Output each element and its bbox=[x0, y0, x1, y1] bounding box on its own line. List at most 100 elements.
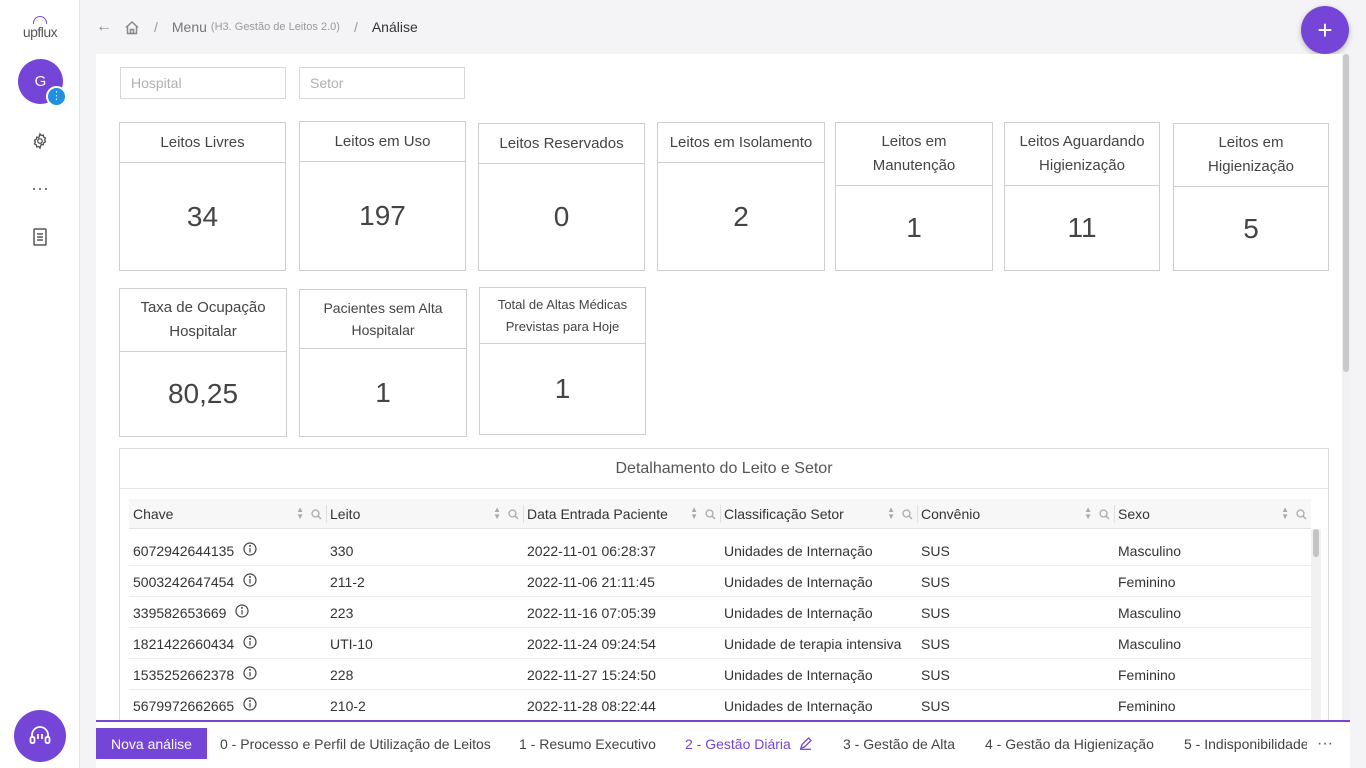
cell-classificacao-value: Unidades de Internação bbox=[724, 604, 873, 621]
tab-gestao-higienizacao[interactable]: 4 - Gestão da Higienização bbox=[985, 735, 1154, 752]
cell-data-entrada-value: 2022-11-06 21:11:45 bbox=[527, 573, 655, 590]
cell-chave: 339582653669 bbox=[129, 597, 326, 628]
document-icon[interactable] bbox=[30, 227, 50, 247]
kpi-label: Leitos Reservados bbox=[479, 124, 644, 164]
cell-sexo-value: Feminino bbox=[1118, 666, 1176, 683]
cell-classificacao: Unidades de Internação bbox=[720, 597, 917, 628]
column-divider bbox=[1114, 505, 1115, 523]
setor-filter[interactable]: Setor bbox=[299, 67, 465, 99]
breadcrumb-menu[interactable]: Menu bbox=[171, 19, 207, 35]
cell-chave-value: 1821422660434 bbox=[133, 635, 235, 652]
search-icon[interactable] bbox=[705, 507, 716, 523]
page-scrollbar[interactable] bbox=[1342, 54, 1350, 720]
info-icon[interactable] bbox=[243, 635, 257, 652]
cell-convenio-value: SUS bbox=[921, 604, 950, 621]
cell-convenio: SUS bbox=[917, 566, 1114, 597]
table-row[interactable]: 5003242647454 211-2 2022-11-06 21:11:45 Uni… bbox=[129, 566, 1311, 597]
add-button[interactable]: + bbox=[1301, 6, 1349, 54]
sort-icon[interactable]: ▲ ▼ bbox=[1281, 505, 1289, 521]
kpi-leitos-livres: Leitos Livres 34 bbox=[119, 122, 286, 271]
info-icon[interactable] bbox=[243, 573, 257, 590]
kpi-em-higienizacao: Leitos em Higienização 5 bbox=[1173, 123, 1329, 271]
cell-classificacao-value: Unidades de Internação bbox=[724, 666, 873, 683]
kpi-value: 1 bbox=[554, 373, 571, 404]
gear-icon[interactable] bbox=[30, 131, 50, 151]
info-icon[interactable] bbox=[243, 666, 257, 683]
info-icon[interactable] bbox=[243, 697, 257, 714]
cell-convenio: SUS bbox=[917, 628, 1114, 659]
cell-convenio-value: SUS bbox=[921, 573, 950, 590]
cell-sexo-value: Masculino bbox=[1118, 635, 1182, 652]
kpi-value: 0 bbox=[553, 201, 570, 232]
cell-leito-value: 223 bbox=[330, 604, 354, 621]
search-icon[interactable] bbox=[1099, 507, 1110, 523]
table-title: Detalhamento do Leito e Setor bbox=[120, 449, 1328, 489]
column-header-data-entrada[interactable]: Data Entrada Paciente ▲ ▼ bbox=[523, 499, 720, 529]
kpi-value: 197 bbox=[359, 200, 406, 231]
column-header-convenio[interactable]: Convênio ▲ ▼ bbox=[917, 499, 1114, 529]
tab-resumo-executivo[interactable]: 1 - Resumo Executivo bbox=[519, 735, 656, 752]
table-scrollbar[interactable] bbox=[1311, 529, 1321, 720]
back-arrow-icon[interactable]: ← bbox=[96, 18, 112, 35]
support-headset-button[interactable] bbox=[14, 710, 66, 762]
tab-gestao-alta[interactable]: 3 - Gestão de Alta bbox=[843, 735, 956, 752]
table-scrollbar-thumb[interactable] bbox=[1313, 529, 1319, 557]
new-analysis-button[interactable]: Nova análise bbox=[96, 728, 207, 759]
kpi-value: 2 bbox=[733, 200, 749, 232]
column-header-classificacao[interactable]: Classificação Setor ▲ ▼ bbox=[720, 499, 917, 529]
column-label: Data Entrada Paciente bbox=[527, 506, 668, 522]
sort-icon[interactable]: ▲ ▼ bbox=[493, 505, 501, 521]
kpi-leitos-em-uso: Leitos em Uso 197 bbox=[299, 121, 466, 271]
cell-convenio-value: SUS bbox=[921, 635, 950, 652]
home-icon[interactable] bbox=[124, 20, 140, 35]
search-icon[interactable] bbox=[311, 507, 322, 523]
tab-indisponibilidade[interactable]: 5 - Indisponibilidade bbox=[1184, 735, 1307, 752]
more-tabs-icon[interactable]: ··· bbox=[1317, 734, 1333, 752]
tab-processo-perfil[interactable]: 0 - Processo e Perfil de Utilização de L… bbox=[220, 735, 491, 752]
table-row[interactable]: 339582653669 223 2022-11-16 07:05:39 Unidad… bbox=[129, 597, 1311, 628]
breadcrumb-menu-sub[interactable]: (H3. Gestão de Leitos 2.0) bbox=[210, 21, 340, 33]
column-label: Sexo bbox=[1118, 506, 1150, 522]
info-icon[interactable] bbox=[243, 542, 257, 559]
table-row[interactable]: 6072942644135 330 2022-11-01 06:28:37 Unida… bbox=[129, 535, 1311, 566]
cell-classificacao: Unidades de Internação bbox=[720, 659, 917, 690]
cell-chave-value: 339582653669 bbox=[133, 604, 227, 621]
cell-convenio: SUS bbox=[917, 659, 1114, 690]
page-scrollbar-thumb[interactable] bbox=[1343, 54, 1349, 372]
sort-icon[interactable]: ▲ ▼ bbox=[1084, 505, 1092, 521]
info-icon[interactable] bbox=[235, 604, 250, 621]
cell-chave: 5679972662665 bbox=[129, 690, 326, 720]
search-icon[interactable] bbox=[1296, 507, 1307, 523]
cell-classificacao-value: Unidades de Internação bbox=[724, 542, 873, 559]
cell-leito: UTI-10 bbox=[326, 628, 523, 659]
cell-data-entrada: 2022-11-28 08:22:44 bbox=[523, 690, 720, 720]
cell-sexo-value: Masculino bbox=[1118, 604, 1182, 621]
edit-pencil-icon[interactable] bbox=[799, 737, 812, 750]
cell-classificacao-value: Unidades de Internação bbox=[724, 573, 873, 590]
column-header-sexo[interactable]: Sexo ▲ ▼ bbox=[1114, 499, 1311, 529]
table-row[interactable]: 1821422660434 UTI-10 2022-11-24 09:24:54 Un… bbox=[129, 628, 1311, 659]
analysis-panel: Hospital Setor Leitos Livres 34 Leitos e… bbox=[96, 54, 1350, 720]
vertical-dots-icon[interactable]: ⋮ bbox=[46, 86, 67, 107]
search-icon[interactable] bbox=[902, 507, 913, 523]
column-header-chave[interactable]: Chave ▲ ▼ bbox=[129, 499, 326, 529]
cell-classificacao: Unidades de Internação bbox=[720, 566, 917, 597]
cell-classificacao-value: Unidades de Internação bbox=[724, 697, 873, 714]
tab-gestao-diaria[interactable]: 2 - Gestão Diária bbox=[685, 728, 812, 759]
kpi-leitos-reservados: Leitos Reservados 0 bbox=[478, 123, 645, 271]
sort-icon[interactable]: ▲ ▼ bbox=[690, 505, 698, 521]
cell-sexo: Masculino bbox=[1114, 597, 1311, 628]
table-row[interactable]: 5679972662665 210-2 2022-11-28 08:22:44 Uni… bbox=[129, 690, 1311, 720]
hospital-filter[interactable]: Hospital bbox=[120, 67, 286, 99]
app-logo[interactable]: upflux bbox=[18, 16, 62, 42]
table-row[interactable]: 1535252662378 228 2022-11-27 15:24:50 Unida… bbox=[129, 659, 1311, 690]
tab-label: 2 - Gestão Diária bbox=[685, 735, 791, 752]
sort-icon[interactable]: ▲ ▼ bbox=[296, 505, 304, 521]
sort-icon[interactable]: ▲ ▼ bbox=[887, 505, 895, 521]
more-horizontal-icon[interactable]: ··· bbox=[31, 177, 49, 198]
column-header-leito[interactable]: Leito ▲ ▼ bbox=[326, 499, 523, 529]
breadcrumb-separator: / bbox=[353, 19, 358, 35]
kpi-label: Leitos Livres bbox=[120, 123, 285, 163]
search-icon[interactable] bbox=[508, 507, 519, 523]
user-avatar[interactable]: G bbox=[18, 59, 63, 104]
